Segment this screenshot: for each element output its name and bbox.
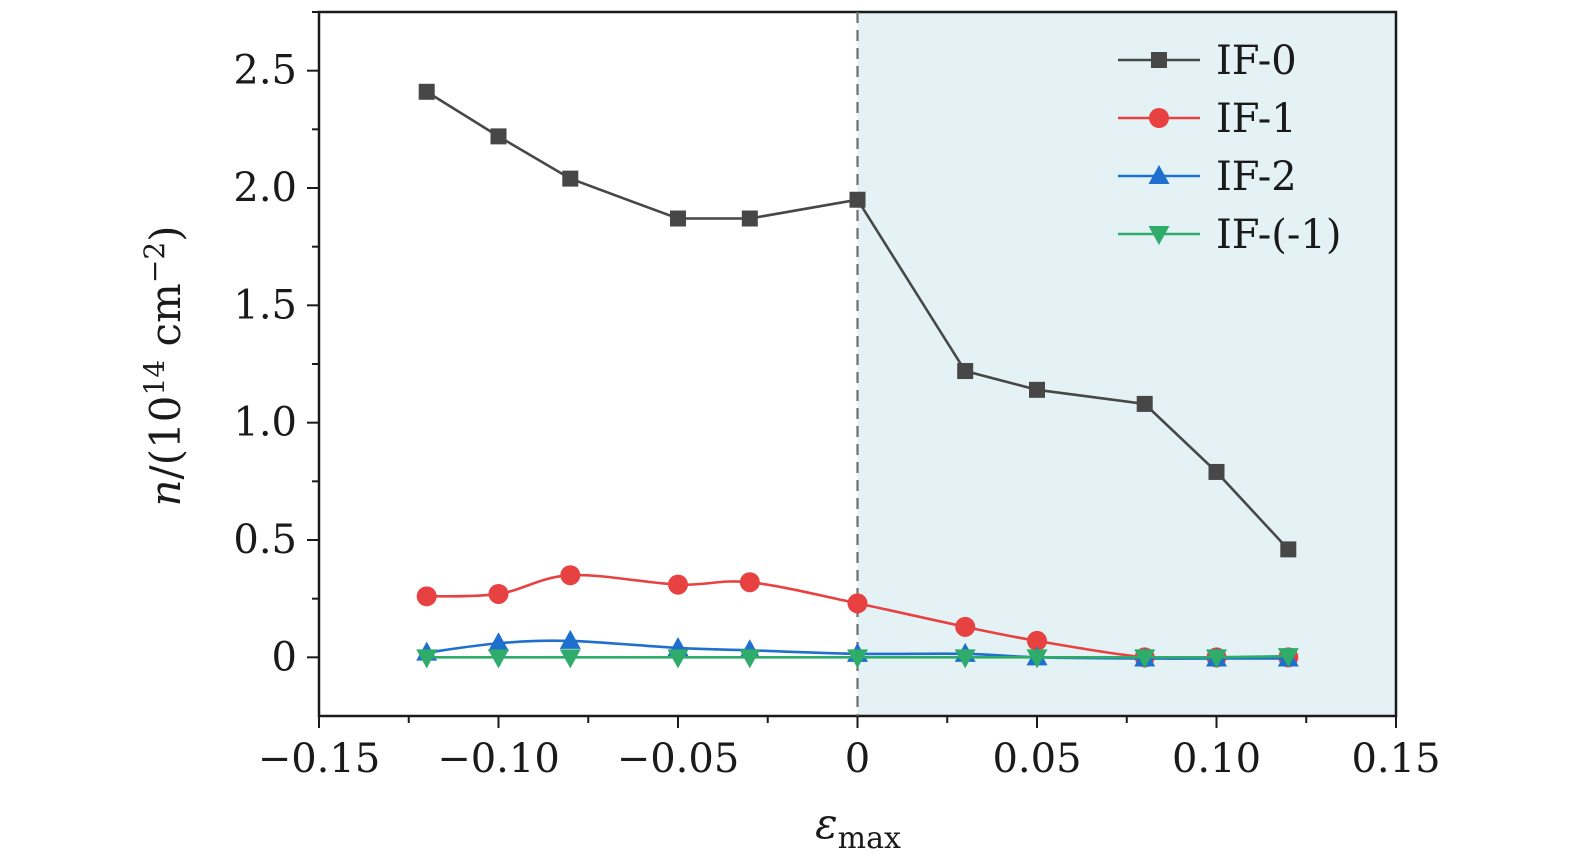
legend-item-if-2: IF-2	[1118, 154, 1297, 200]
data-point-if-0	[741, 210, 758, 227]
legend-marker	[1149, 108, 1169, 128]
data-point-if-1	[1277, 648, 1299, 668]
y-axis-exponent: 14	[138, 360, 171, 396]
x-tick-label: 0.10	[1172, 736, 1261, 782]
x-axis-ticks: −0.15 −0.10 −0.05 0 0.05 0.10 0.15	[258, 716, 1441, 782]
legend-marker	[1148, 165, 1170, 184]
legend-label: IF-1	[1216, 96, 1297, 142]
data-point-if-1	[488, 583, 509, 604]
data-point-if-0	[1029, 381, 1045, 398]
data-point-if-1	[559, 649, 581, 669]
data-point-if-1	[739, 649, 761, 669]
legend: IF-0 IF-1 IF-2 IF-(-1)	[1118, 38, 1341, 258]
legend-label: IF-2	[1216, 154, 1297, 200]
x-axis-subscript: max	[838, 821, 901, 856]
data-point-if-0	[849, 191, 866, 208]
y-axis-label-prefix: /(10	[141, 395, 190, 479]
series-if-0	[418, 83, 1297, 558]
legend-label: IF-0	[1216, 38, 1297, 84]
data-point-if-0	[418, 83, 435, 100]
data-point-if-1	[488, 649, 509, 669]
data-point-if-0	[562, 170, 579, 187]
legend-marker	[1148, 226, 1170, 245]
y-axis-unit: cm	[141, 283, 190, 360]
x-tick-label: −0.15	[258, 736, 381, 782]
data-point-if-1	[955, 616, 976, 637]
data-point-if-0	[1280, 541, 1297, 558]
x-axis-title: εmax	[815, 799, 901, 856]
data-point-if-1	[667, 649, 689, 669]
series-layer	[416, 83, 1299, 669]
data-point-if-1	[668, 574, 688, 595]
data-point-if-1	[416, 649, 438, 669]
data-point-if-1	[739, 572, 760, 593]
data-point-if-1	[847, 593, 868, 614]
data-point-if-1	[560, 565, 581, 586]
legend-item-if-0: IF-0	[1118, 38, 1297, 84]
data-point-if-1	[416, 586, 437, 607]
data-point-if-0	[1208, 463, 1225, 480]
data-point-if-1	[1027, 630, 1047, 651]
legend-item-if-1: IF-1	[1118, 96, 1297, 142]
shaded-region-layer	[857, 12, 1396, 716]
y-axis-title: n/(1014 cm−2)	[138, 225, 190, 506]
y-axis-unit-exponent: −2	[138, 242, 171, 283]
legend-label: IF-(-1)	[1216, 212, 1341, 258]
legend-marker	[1151, 52, 1167, 68]
data-point-if-0	[1136, 395, 1153, 412]
data-point-if-0	[957, 363, 974, 380]
y-axis-suffix: )	[141, 225, 190, 241]
y-tick-label: 2.5	[233, 48, 297, 94]
shaded-region	[857, 12, 1396, 716]
y-axis-ticks: 0 0.5 1.0 1.5 2.0 2.5	[233, 11, 319, 680]
x-tick-label: 0.15	[1351, 736, 1440, 782]
data-point-if-1	[1026, 649, 1048, 669]
x-tick-label: 0	[845, 736, 870, 782]
y-tick-label: 2.0	[233, 165, 297, 211]
y-tick-label: 0	[272, 634, 297, 680]
data-point-if-2	[559, 629, 581, 649]
series-if-1	[416, 648, 1299, 669]
y-tick-label: 0.5	[233, 517, 297, 563]
y-tick-label: 1.0	[233, 400, 297, 446]
data-point-if-2	[488, 632, 509, 652]
data-point-if-1	[954, 649, 976, 669]
legend-item-if-1: IF-(-1)	[1118, 212, 1341, 258]
data-point-if-0	[670, 210, 686, 227]
data-point-if-1	[1134, 649, 1156, 669]
data-point-if-1	[847, 649, 868, 669]
x-tick-label: −0.10	[437, 736, 560, 782]
y-tick-label: 1.5	[233, 282, 297, 328]
x-tick-label: 0.05	[992, 736, 1081, 782]
data-point-if-0	[490, 128, 507, 145]
x-axis-symbol: ε	[815, 799, 838, 848]
data-point-if-1	[1206, 649, 1227, 669]
x-tick-label: −0.05	[617, 736, 740, 782]
